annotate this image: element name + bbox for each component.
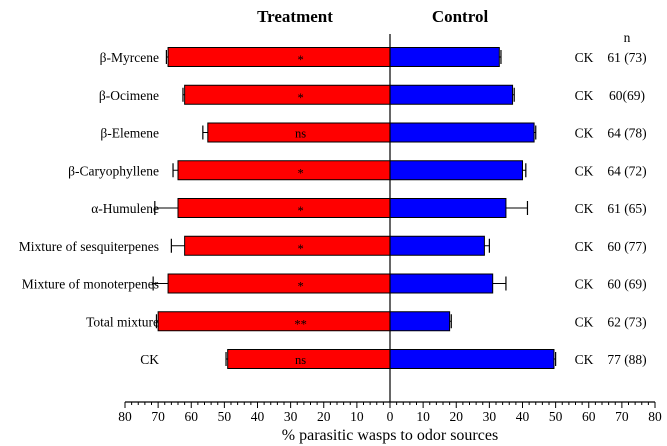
control-label: CK xyxy=(575,201,594,216)
treatment-bar xyxy=(167,47,391,67)
significance-label: * xyxy=(297,166,303,180)
significance-label: * xyxy=(297,91,303,105)
x-tick-label: 40 xyxy=(251,409,265,424)
n-value: 61 (73) xyxy=(607,50,646,65)
n-value: 60(69) xyxy=(609,88,645,103)
n-value: 64 (72) xyxy=(607,163,646,178)
treatment-bar xyxy=(184,235,391,256)
control-bar xyxy=(389,349,555,369)
control-bar xyxy=(389,84,514,105)
category-label: Total mixture xyxy=(86,314,159,329)
category-label: Mixture of sesquiterpenes xyxy=(19,239,159,254)
control-bar xyxy=(389,47,500,67)
x-axis-label: % parasitic wasps to odor sources xyxy=(282,427,498,444)
treatment-bar xyxy=(177,198,391,218)
category-label: β-Myrcene xyxy=(100,50,159,65)
significance-label: ns xyxy=(295,353,306,367)
n-value: 62 (73) xyxy=(607,314,646,329)
control-label: CK xyxy=(575,239,594,254)
control-label: CK xyxy=(575,163,594,178)
n-value: 77 (88) xyxy=(607,352,646,367)
n-value: 64 (78) xyxy=(607,126,646,141)
x-tick-label: 60 xyxy=(582,409,596,424)
treatment-bar xyxy=(157,311,391,332)
control-label: CK xyxy=(575,88,594,103)
significance-label: ns xyxy=(295,127,306,141)
x-tick-label: 0 xyxy=(387,409,394,424)
treatment-bar xyxy=(227,349,391,369)
x-tick-label: 30 xyxy=(483,409,497,424)
x-tick-label: 30 xyxy=(284,409,298,424)
category-label: CK xyxy=(140,352,159,367)
control-bar xyxy=(389,160,523,181)
x-tick-label: 20 xyxy=(317,409,331,424)
significance-label: * xyxy=(297,242,303,256)
control-label: CK xyxy=(575,50,594,65)
x-tick-label: 20 xyxy=(450,409,464,424)
n-value: 60 (77) xyxy=(607,239,646,254)
significance-label: * xyxy=(297,53,303,67)
category-label: β-Ocimene xyxy=(99,88,159,103)
significance-label: * xyxy=(297,204,303,218)
significance-label: ** xyxy=(294,317,307,331)
x-tick-label: 10 xyxy=(416,409,430,424)
x-tick-label: 50 xyxy=(218,409,232,424)
category-label: Mixture of monoterpenes xyxy=(22,277,159,292)
treatment-bar xyxy=(167,273,391,294)
control-label: CK xyxy=(575,126,594,141)
n-value: 60 (69) xyxy=(607,277,646,292)
x-tick-label: 70 xyxy=(151,409,165,424)
category-label: α-Humulene xyxy=(91,201,159,216)
control-header: Control xyxy=(432,7,489,26)
x-tick-label: 50 xyxy=(549,409,563,424)
category-label: β-Caryophyllene xyxy=(68,163,159,178)
n-value: 61 (65) xyxy=(607,201,646,216)
control-bar xyxy=(389,198,507,218)
n-header: n xyxy=(624,30,631,45)
control-label: CK xyxy=(575,277,594,292)
control-label: CK xyxy=(575,352,594,367)
treatment-bar xyxy=(177,160,391,181)
category-label: β-Elemene xyxy=(100,126,159,141)
x-tick-label: 40 xyxy=(516,409,530,424)
significance-label: * xyxy=(297,280,303,294)
control-label: CK xyxy=(575,314,594,329)
control-bar xyxy=(389,122,535,143)
x-tick-label: 70 xyxy=(615,409,629,424)
control-bar xyxy=(389,273,494,294)
control-bar xyxy=(389,235,485,256)
x-tick-label: 60 xyxy=(185,409,199,424)
control-bar xyxy=(389,311,451,332)
x-tick-label: 80 xyxy=(648,409,662,424)
treatment-bar xyxy=(184,84,391,105)
x-tick-label: 10 xyxy=(350,409,364,424)
treatment-header: Treatment xyxy=(257,7,333,26)
x-tick-label: 80 xyxy=(118,409,132,424)
